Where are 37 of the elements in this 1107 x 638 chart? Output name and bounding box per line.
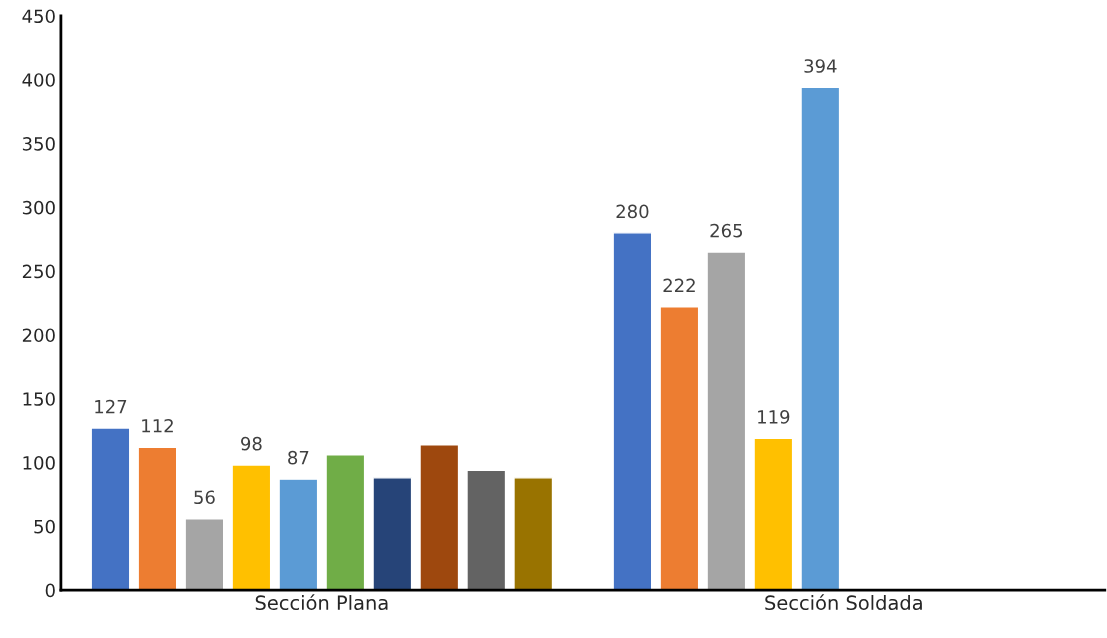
data-label: 87 [288,450,309,465]
bar [137,446,178,591]
bar [419,443,460,591]
data-label: 56 [194,490,215,505]
y-tick-label: 250 [22,264,55,279]
bar [325,454,366,591]
bar [753,437,794,591]
bar [706,251,747,591]
bar [372,477,413,591]
y-tick-label: 0 [45,583,55,598]
y-tick-label: 200 [22,328,55,343]
bar [612,232,653,591]
y-tick-label: 150 [23,392,55,406]
bar [278,478,319,591]
data-label: 280 [616,204,649,219]
y-tick-label: 50 [34,519,55,534]
x-tick-label: Sección Plana [255,594,388,611]
bar [184,517,225,591]
data-label: 394 [804,59,837,73]
bar [659,306,700,591]
x-tick-label: Sección Soldada [765,594,922,611]
bar [513,477,554,591]
data-label: 98 [241,436,262,451]
bar [231,464,272,591]
data-label: 112 [142,418,173,433]
data-label: 222 [663,278,695,293]
bar [466,469,507,591]
bar [800,86,841,591]
y-tick-label: 300 [22,200,55,215]
data-label: 119 [758,410,790,424]
data-label: 265 [710,223,743,238]
bar [90,427,131,591]
y-tick-label: 100 [23,456,55,470]
y-tick-label: 350 [22,137,55,151]
y-tick-label: 400 [22,73,55,87]
y-tick-label: 450 [22,9,55,24]
data-label: 127 [95,399,127,414]
